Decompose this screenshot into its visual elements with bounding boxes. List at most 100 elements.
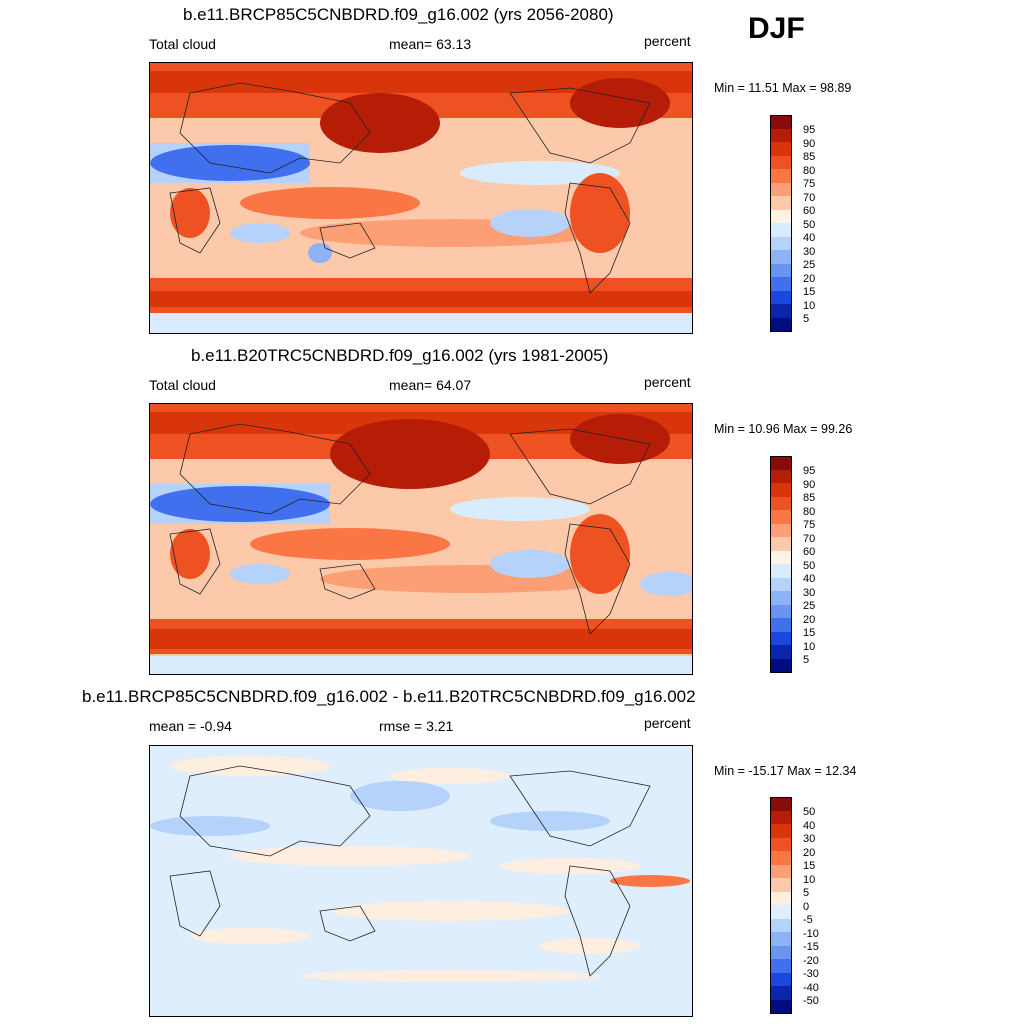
panel-2-colorbar-swatch bbox=[770, 604, 792, 619]
panel-1-colorbar-tick-label: 25 bbox=[803, 259, 816, 271]
panel-3-colorbar-swatch bbox=[770, 918, 792, 933]
panel-3-colorbar-swatch bbox=[770, 932, 792, 946]
panel-1-colorbar-tick-label: 50 bbox=[803, 218, 816, 231]
panel-1-map bbox=[149, 62, 693, 334]
panel-3-colorbar-swatch bbox=[770, 972, 792, 987]
panel-2-colorbar-swatch bbox=[770, 469, 792, 484]
panel-2-colorbar-swatch bbox=[770, 483, 792, 497]
panel-1-colorbar-swatch bbox=[770, 236, 792, 251]
panel-3-mean-label: mean = -0.94 bbox=[149, 718, 232, 734]
panel-1-colorbar-tick-label: 5 bbox=[803, 313, 810, 325]
panel-2-colorbar-tick-label: 60 bbox=[803, 546, 816, 558]
panel-1-mean-label: mean= 63.13 bbox=[389, 36, 472, 52]
panel-2-colorbar-swatch bbox=[770, 577, 792, 592]
panel-1-colorbar-tick-label: 10 bbox=[803, 299, 816, 312]
panel-3-colorbar-swatch bbox=[770, 891, 792, 906]
panel-2-colorbar-tick-label: 25 bbox=[803, 600, 816, 612]
panel-2-colorbar-tick-label: 20 bbox=[803, 613, 816, 626]
panel-3-colorbar-swatch bbox=[770, 986, 792, 1000]
panel-1-colorbar-swatch bbox=[770, 196, 792, 210]
panel-1-colorbar-tick-label: 20 bbox=[803, 272, 816, 285]
panel-3-colorbar-tick-label: -5 bbox=[803, 914, 813, 926]
panel-2-colorbar-swatch bbox=[770, 523, 792, 538]
panel-1-colorbar-swatch bbox=[770, 115, 792, 129]
panel-2-colorbar-swatch bbox=[770, 510, 792, 524]
panel-3-title: b.e11.BRCP85C5CNBDRD.f09_g16.002 - b.e11… bbox=[82, 687, 696, 706]
panel-3-minmax: Min = -15.17 Max = 12.34 bbox=[714, 764, 857, 778]
panel-2-colorbar-tick-label: 85 bbox=[803, 492, 816, 504]
panel-1-title: b.e11.BRCP85C5CNBDRD.f09_g16.002 (yrs 20… bbox=[183, 5, 614, 24]
panel-1-colorbar-tick-label: 15 bbox=[803, 286, 816, 298]
panel-2-title: b.e11.B20TRC5CNBDRD.f09_g16.002 (yrs 198… bbox=[191, 346, 609, 365]
panel-2-colorbar-swatch bbox=[770, 658, 792, 673]
panel-2-colorbar-swatch bbox=[770, 631, 792, 646]
panel-1-colorbar-swatch bbox=[770, 304, 792, 318]
panel-1-colorbar-tick-label: 40 bbox=[803, 232, 816, 244]
panel-2-units-label: percent bbox=[644, 374, 691, 390]
panel-1-colorbar-swatch bbox=[770, 182, 792, 197]
panel-3-colorbar-swatch bbox=[770, 959, 792, 973]
panel-2-map-svg bbox=[150, 404, 692, 674]
panel-3-colorbar-swatch bbox=[770, 999, 792, 1014]
panel-2-colorbar-swatch bbox=[770, 645, 792, 659]
panel-2-colorbar-tick-label: 75 bbox=[803, 519, 816, 531]
panel-1-variable-label: Total cloud bbox=[149, 36, 216, 52]
panel-2-colorbar-swatch bbox=[770, 456, 792, 470]
panel-3-colorbar-swatch bbox=[770, 837, 792, 852]
panel-3-colorbar-tick-label: 15 bbox=[803, 860, 816, 872]
panel-3-colorbar-tick-label: 30 bbox=[803, 833, 816, 845]
panel-2-colorbar-swatch bbox=[770, 550, 792, 565]
panel-2-minmax: Min = 10.96 Max = 99.26 bbox=[714, 422, 853, 436]
panel-1-map-svg bbox=[150, 63, 692, 333]
panel-1-colorbar-swatch bbox=[770, 263, 792, 278]
panel-2-mean-label: mean= 64.07 bbox=[389, 377, 472, 393]
panel-3-colorbar-tick-label: -15 bbox=[803, 941, 819, 953]
panel-1-colorbar-swatch bbox=[770, 290, 792, 305]
panel-3-units-label: percent bbox=[644, 715, 691, 731]
panel-1-colorbar-swatch bbox=[770, 250, 792, 264]
panel-1-colorbar-tick-label: 95 bbox=[803, 124, 816, 136]
panel-3-map-svg bbox=[150, 746, 692, 1016]
panel-2-colorbar-tick-label: 80 bbox=[803, 505, 816, 518]
panel-1-colorbar-tick-label: 70 bbox=[803, 191, 816, 204]
panel-3-colorbar-swatch bbox=[770, 945, 792, 960]
panel-1-colorbar-tick-label: 85 bbox=[803, 151, 816, 163]
panel-2-colorbar-swatch bbox=[770, 537, 792, 551]
panel-1-colorbar-tick-label: 30 bbox=[803, 245, 816, 258]
panel-1-colorbar-tick-label: 60 bbox=[803, 205, 816, 217]
panel-1-colorbar-tick-label: 75 bbox=[803, 178, 816, 190]
panel-3-colorbar-tick-label: 50 bbox=[803, 806, 816, 818]
panel-2-colorbar-swatch bbox=[770, 591, 792, 605]
panel-2-colorbar-swatch bbox=[770, 564, 792, 578]
panel-1-colorbar-swatch bbox=[770, 155, 792, 170]
panel-3-colorbar-swatch bbox=[770, 797, 792, 811]
panel-3-colorbar-tick-label: 5 bbox=[803, 887, 810, 899]
panel-3-colorbar-tick-label: -20 bbox=[803, 954, 819, 967]
panel-1-colorbar-swatch bbox=[770, 169, 792, 183]
panel-3-colorbar-tick-label: 0 bbox=[803, 900, 810, 913]
panel-1-colorbar-swatch bbox=[770, 223, 792, 237]
panel-1-units-label: percent bbox=[644, 33, 691, 49]
panel-2-colorbar-tick-label: 40 bbox=[803, 573, 816, 585]
panel-3-colorbar-tick-label: -30 bbox=[803, 968, 819, 980]
panel-2-colorbar-tick-label: 90 bbox=[803, 478, 816, 491]
panel-3-colorbar-swatch bbox=[770, 864, 792, 879]
panel-1-colorbar-swatch bbox=[770, 209, 792, 224]
panel-1-colorbar-tick-label: 80 bbox=[803, 164, 816, 177]
panel-2-colorbar-tick-label: 30 bbox=[803, 586, 816, 599]
panel-3-colorbar-tick-label: 40 bbox=[803, 819, 816, 832]
panel-1-colorbar-swatch bbox=[770, 277, 792, 291]
panel-2-colorbar-tick-label: 70 bbox=[803, 532, 816, 545]
panel-1-colorbar-swatch bbox=[770, 142, 792, 156]
panel-3-map bbox=[149, 745, 693, 1017]
panel-1-colorbar-swatch bbox=[770, 128, 792, 143]
panel-3-colorbar-swatch bbox=[770, 851, 792, 865]
panel-2-map bbox=[149, 403, 693, 675]
panel-2-colorbar-tick-label: 15 bbox=[803, 627, 816, 639]
panel-2-colorbar-swatch bbox=[770, 496, 792, 511]
panel-3-colorbar-tick-label: 10 bbox=[803, 873, 816, 886]
panel-3-colorbar-swatch bbox=[770, 905, 792, 919]
panel-1-minmax: Min = 11.51 Max = 98.89 bbox=[714, 81, 852, 95]
panel-3-colorbar-tick-label: -40 bbox=[803, 981, 819, 994]
panel-1-colorbar-tick-label: 90 bbox=[803, 137, 816, 150]
